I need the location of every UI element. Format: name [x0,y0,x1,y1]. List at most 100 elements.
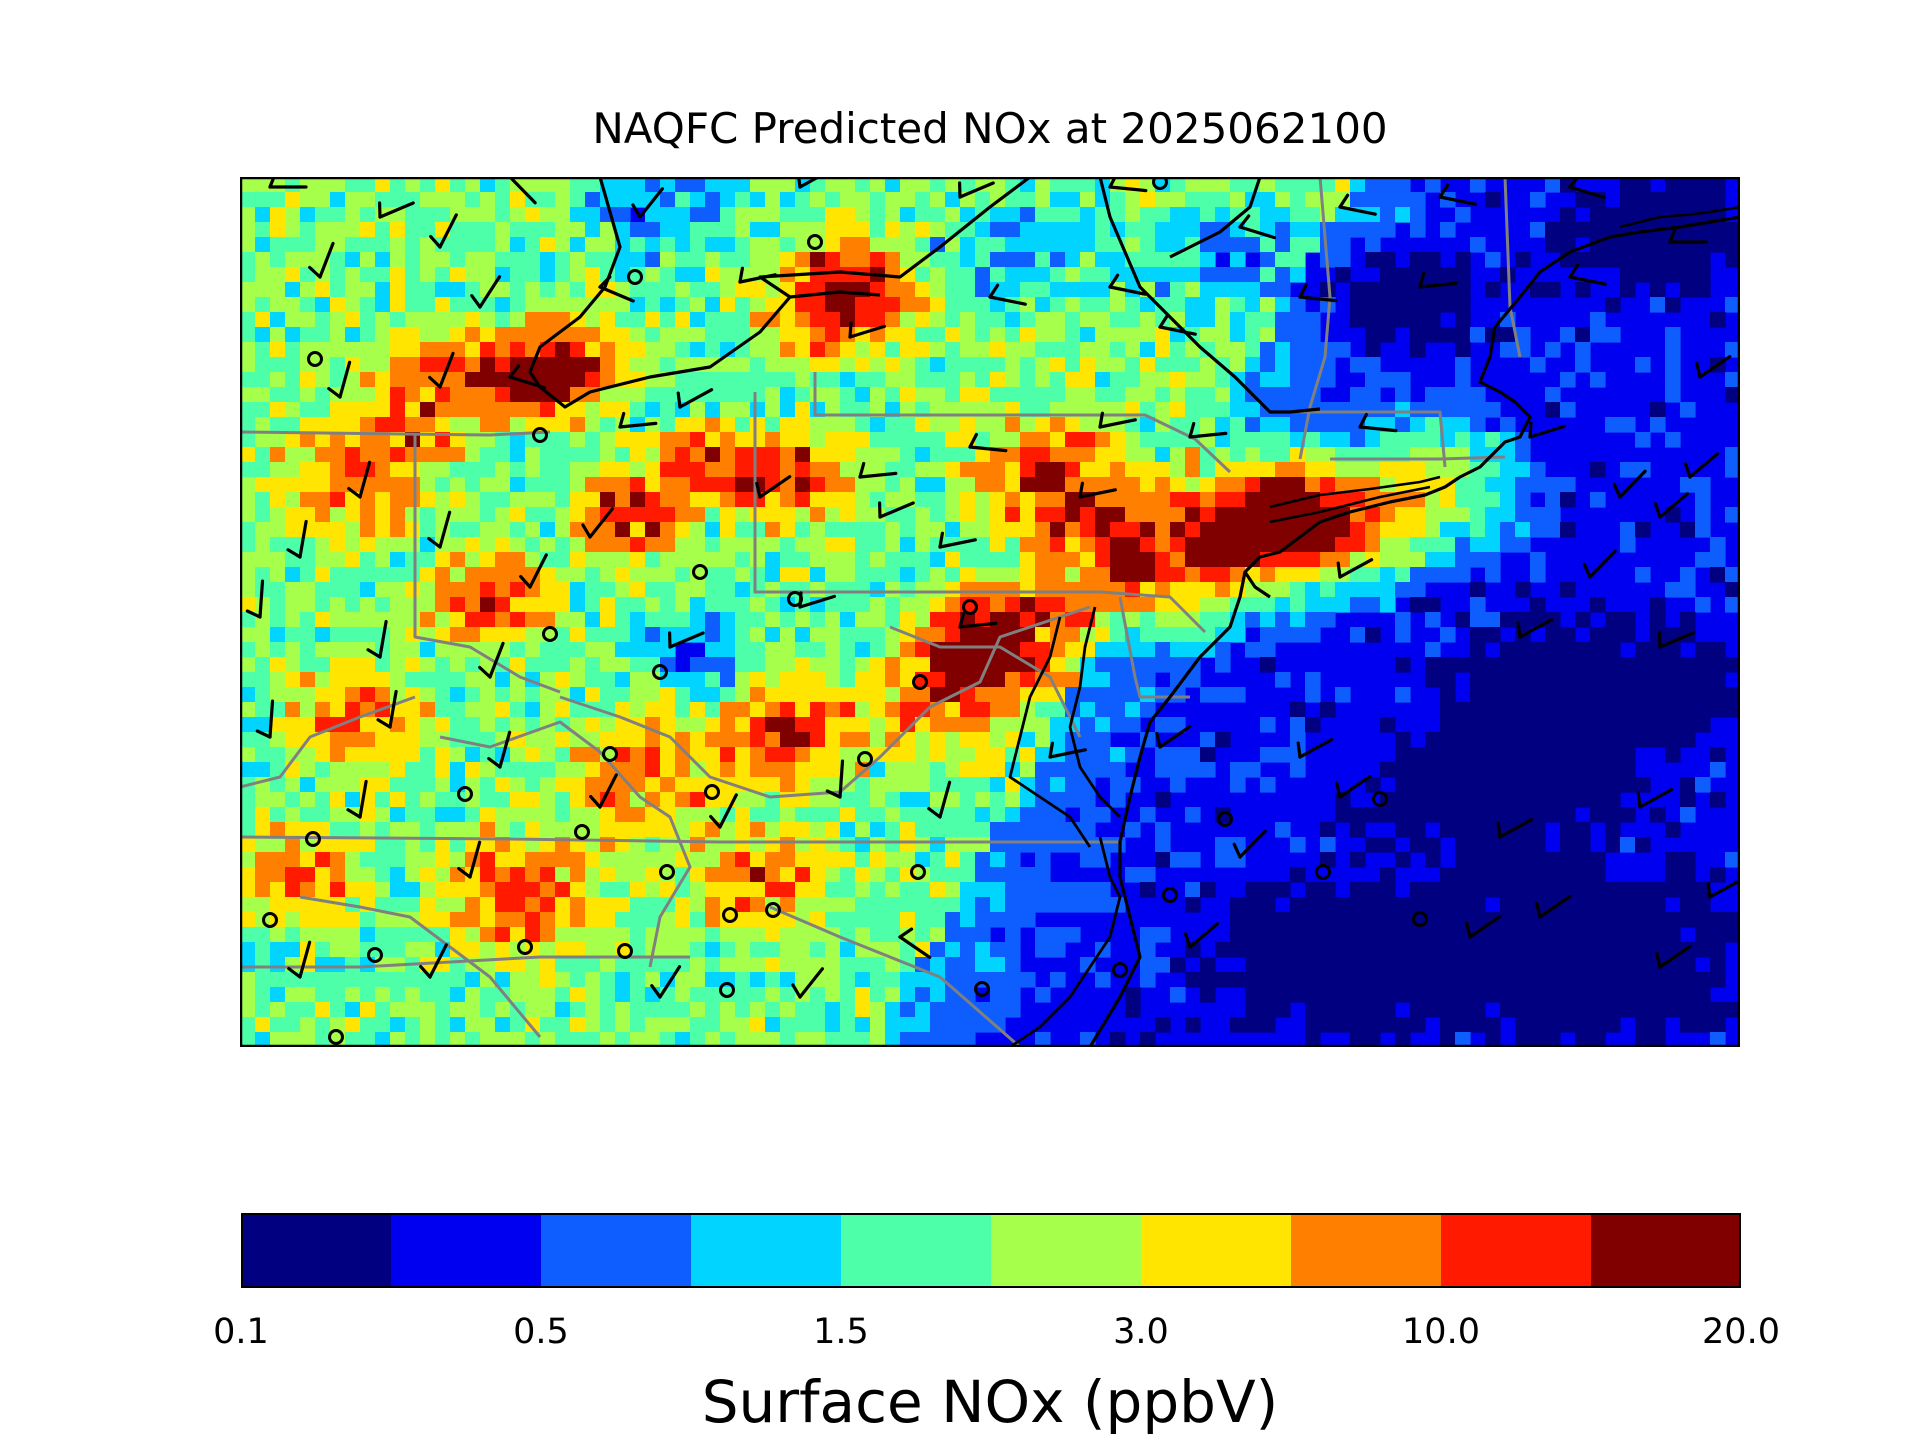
nox-cell [390,267,406,283]
nox-cell [405,492,421,508]
nox-cell [705,567,721,583]
nox-cell [885,552,901,568]
nox-cell [945,192,961,208]
nox-cell [270,687,286,703]
nox-cell [1455,552,1471,568]
nox-cell [285,657,301,673]
nox-cell [1365,177,1381,193]
nox-cell [1605,207,1621,223]
nox-cell [705,912,721,928]
nox-cell [840,882,856,898]
nox-cell [495,282,511,298]
nox-cell [900,657,916,673]
nox-cell [630,972,646,988]
nox-cell [1320,882,1336,898]
nox-cell [465,342,481,358]
nox-cell [1485,537,1501,553]
nox-cell [675,702,691,718]
nox-cell [525,492,541,508]
nox-cell [1005,207,1021,223]
nox-cell [690,1017,706,1033]
nox-cell [870,972,886,988]
nox-cell [1065,642,1081,658]
nox-cell [255,417,271,433]
nox-cell [795,657,811,673]
wind-barb [631,187,664,219]
nox-cell [915,522,931,538]
nox-cell [810,357,826,373]
nox-cell [240,477,256,493]
nox-cell [360,447,376,463]
nox-cell [360,672,376,688]
nox-cell [975,447,991,463]
nox-cell [630,357,646,373]
nox-cell [465,747,481,763]
nox-cell [465,312,481,328]
nox-cell [975,912,991,928]
nox-cell [990,837,1006,853]
nox-cell [450,492,466,508]
nox-cell [855,222,871,238]
nox-cell [735,507,751,523]
nox-cell [1050,822,1066,838]
nox-cell [1410,312,1426,328]
nox-cell [570,282,586,298]
nox-cell [525,537,541,553]
nox-cell [735,612,751,628]
nox-cell [795,357,811,373]
nox-cell [1290,222,1306,238]
nox-cell [795,852,811,868]
nox-cell [405,792,421,808]
nox-cell [1530,642,1546,658]
nox-cell [1005,327,1021,343]
nox-cell [1590,777,1606,793]
nox-cell [240,402,256,418]
nox-cell [960,582,976,598]
nox-cell [1620,612,1636,628]
nox-cell [765,237,781,253]
nox-cell [540,492,556,508]
nox-cell [240,852,256,868]
wind-barbs [245,177,1740,1045]
nox-cell [510,882,526,898]
nox-cell [1425,462,1441,478]
nox-cell [765,327,781,343]
nox-cell [645,177,661,193]
nox-cell [675,597,691,613]
nox-cell [585,807,601,823]
nox-cell [1455,537,1471,553]
nox-cell [1035,627,1051,643]
nox-cell [600,987,616,1003]
nox-cell [1260,372,1276,388]
nox-cell [330,822,346,838]
nox-cell [1125,687,1141,703]
nox-cell [1485,852,1501,868]
nox-cell [330,777,346,793]
wind-barb-staff [638,187,664,219]
nox-cell [435,447,451,463]
nox-cell [1455,792,1471,808]
nox-cell [1170,462,1186,478]
nox-cell [1515,492,1531,508]
nox-cell [1110,372,1126,388]
nox-cell [1455,927,1471,943]
nox-cell [420,417,436,433]
nox-cell [510,1032,526,1047]
nox-cell [840,597,856,613]
nox-cell [1275,417,1291,433]
nox-cell [630,1032,646,1047]
nox-cell [540,222,556,238]
nox-cell [1425,972,1441,988]
nox-cell [720,447,736,463]
nox-cell [1080,732,1096,748]
nox-cell [1515,1002,1531,1018]
nox-cell [615,747,631,763]
nox-cell [1605,987,1621,1003]
nox-cell [1335,1002,1351,1018]
nox-cell [1425,837,1441,853]
nox-cell [1365,897,1381,913]
nox-cell [285,867,301,883]
nox-cell [1545,522,1561,538]
nox-cell [1110,687,1126,703]
nox-cell [1005,387,1021,403]
